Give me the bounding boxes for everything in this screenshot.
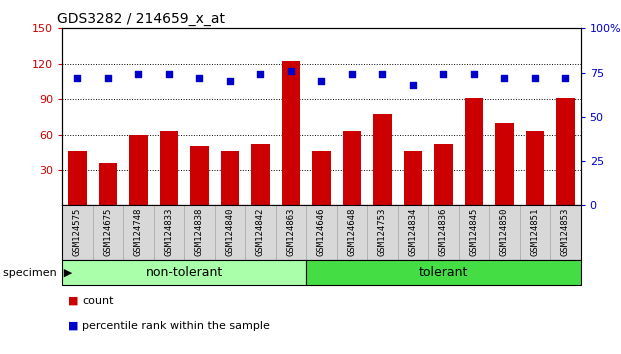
Bar — [337, 205, 367, 260]
Bar — [373, 114, 391, 205]
Text: GSM124842: GSM124842 — [256, 208, 265, 256]
Bar — [434, 144, 453, 205]
Bar — [489, 205, 520, 260]
Bar — [404, 151, 422, 205]
Text: tolerant: tolerant — [419, 266, 468, 279]
Point — [194, 75, 204, 81]
Point — [560, 75, 570, 81]
Text: ■: ■ — [68, 296, 79, 306]
Point — [408, 82, 418, 88]
Bar — [123, 205, 153, 260]
Text: GSM124840: GSM124840 — [225, 208, 234, 256]
Text: GSM124853: GSM124853 — [561, 208, 570, 256]
Point — [469, 72, 479, 77]
Bar — [190, 146, 209, 205]
Point — [347, 72, 357, 77]
Bar — [459, 205, 489, 260]
Text: GSM124675: GSM124675 — [103, 208, 112, 256]
Text: GSM124838: GSM124838 — [195, 208, 204, 256]
Text: GSM124575: GSM124575 — [73, 208, 82, 256]
Bar — [343, 131, 361, 205]
Bar — [282, 61, 300, 205]
Text: GSM124836: GSM124836 — [439, 208, 448, 256]
Bar — [428, 205, 459, 260]
Text: specimen  ▶: specimen ▶ — [3, 268, 73, 278]
Bar — [397, 205, 428, 260]
Point — [530, 75, 540, 81]
Bar — [276, 205, 306, 260]
Text: percentile rank within the sample: percentile rank within the sample — [82, 321, 270, 331]
Point — [225, 79, 235, 84]
Bar — [306, 205, 337, 260]
Bar — [526, 131, 544, 205]
Text: GSM124851: GSM124851 — [530, 208, 540, 256]
Text: GSM124748: GSM124748 — [134, 208, 143, 256]
Point — [164, 72, 174, 77]
Text: GSM124753: GSM124753 — [378, 208, 387, 256]
Bar — [252, 144, 270, 205]
Bar — [99, 163, 117, 205]
Bar — [306, 260, 581, 285]
Text: GSM124845: GSM124845 — [469, 208, 478, 256]
Bar — [556, 98, 574, 205]
Text: GSM124834: GSM124834 — [409, 208, 417, 256]
Point — [438, 72, 448, 77]
Text: GSM124648: GSM124648 — [347, 208, 356, 256]
Text: ■: ■ — [68, 321, 79, 331]
Point — [316, 79, 327, 84]
Point — [103, 75, 113, 81]
Bar — [312, 151, 330, 205]
Bar — [245, 205, 276, 260]
Text: GSM124863: GSM124863 — [286, 208, 296, 256]
Bar — [184, 205, 215, 260]
Point — [286, 68, 296, 74]
Bar — [160, 131, 178, 205]
Bar — [220, 151, 239, 205]
Point — [255, 72, 265, 77]
Bar — [367, 205, 397, 260]
Bar — [68, 151, 86, 205]
Text: non-tolerant: non-tolerant — [145, 266, 223, 279]
Bar — [93, 205, 123, 260]
Bar — [62, 205, 93, 260]
Text: GSM124850: GSM124850 — [500, 208, 509, 256]
Text: GDS3282 / 214659_x_at: GDS3282 / 214659_x_at — [57, 12, 225, 26]
Bar — [520, 205, 550, 260]
Bar — [153, 205, 184, 260]
Point — [73, 75, 83, 81]
Bar — [129, 135, 148, 205]
Bar — [550, 205, 581, 260]
Point — [134, 72, 143, 77]
Text: GSM124646: GSM124646 — [317, 208, 326, 256]
Point — [378, 72, 388, 77]
Text: count: count — [82, 296, 114, 306]
Bar — [495, 123, 514, 205]
Bar — [62, 260, 306, 285]
Bar — [215, 205, 245, 260]
Bar — [465, 98, 483, 205]
Point — [499, 75, 509, 81]
Text: GSM124833: GSM124833 — [165, 208, 173, 256]
